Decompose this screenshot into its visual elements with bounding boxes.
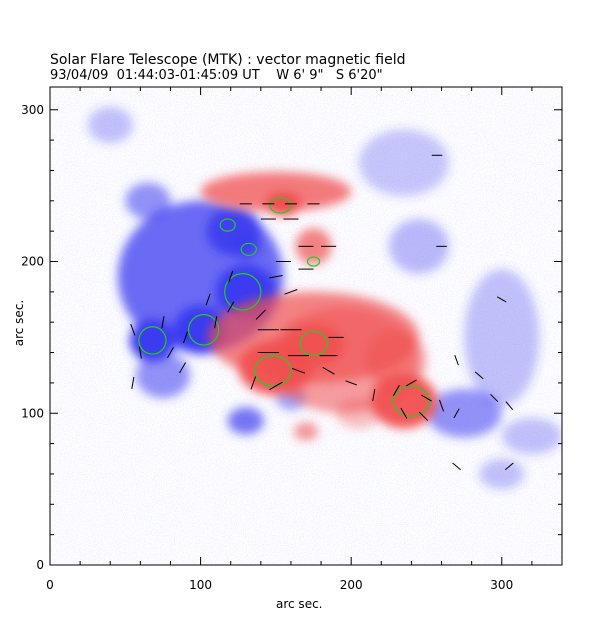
field-vector-42	[454, 354, 459, 366]
y-tick-label: 100	[21, 406, 44, 420]
field-vector-33	[405, 379, 417, 387]
negative-region-13	[501, 417, 562, 455]
x-tick-label: 200	[340, 578, 363, 592]
field-vector-32	[392, 384, 400, 396]
contour-9	[306, 256, 321, 267]
field-vector-39	[474, 371, 484, 380]
field-vector-13	[227, 301, 235, 313]
field-vector-10	[269, 275, 283, 279]
contour-2	[224, 273, 262, 311]
y-tick-label: 0	[36, 558, 44, 572]
positive-region-4	[200, 171, 352, 212]
plot-area	[50, 87, 562, 565]
contour-1	[187, 314, 220, 346]
contour-layer	[138, 197, 431, 417]
field-vector-43	[496, 296, 507, 303]
negative-region-5	[230, 234, 261, 259]
negative-region-15	[358, 129, 450, 197]
field-vector-27	[269, 381, 283, 391]
positive-region-5	[265, 191, 302, 216]
contour-5	[269, 197, 292, 214]
contour-8	[392, 385, 431, 417]
field-vector-21	[131, 376, 135, 389]
positive-region-8	[366, 329, 427, 391]
field-vector-30	[322, 366, 335, 375]
x-tick-label: 100	[189, 578, 212, 592]
field-vector-12	[255, 309, 266, 320]
negative-region-16	[479, 458, 525, 490]
field-vector-11	[284, 289, 298, 295]
negative-region-12	[464, 269, 540, 406]
negative-region-14	[87, 106, 133, 144]
field-vector-29	[291, 367, 306, 374]
positive-region-9	[336, 398, 382, 429]
x-tick-label: 0	[46, 578, 54, 592]
negative-region-8	[227, 407, 264, 435]
contour-6	[254, 354, 292, 387]
field-vector-46	[504, 462, 514, 471]
negative-region-7	[135, 352, 191, 399]
field-vector-31	[372, 388, 376, 402]
negative-region-11	[388, 219, 450, 274]
contour-3	[219, 218, 236, 232]
field-vector-20	[179, 362, 186, 374]
field-vector-40	[490, 393, 499, 403]
field-vector-28	[250, 376, 257, 390]
field-vector-15	[182, 331, 189, 344]
contour-4	[240, 242, 257, 257]
field-vector-41	[505, 401, 514, 411]
x-tick-label: 300	[490, 578, 513, 592]
plot-frame	[49, 86, 563, 566]
field-vector-36	[418, 411, 429, 421]
y-tick-label: 200	[21, 255, 44, 269]
contour-0	[138, 326, 167, 355]
field-vector-35	[400, 407, 408, 419]
field-vector-19	[161, 316, 165, 329]
negative-region-6	[125, 182, 171, 220]
x-axis-label: arc sec.	[276, 597, 323, 611]
field-vector-50	[345, 380, 358, 386]
negative-region-10	[426, 388, 502, 438]
y-tick-label: 300	[21, 103, 44, 117]
field-vector-45	[452, 462, 461, 471]
chart-title: Solar Flare Telescope (MTK) : vector mag…	[50, 52, 406, 68]
axes: 0 100 200 300 0 100 200 300	[21, 87, 562, 592]
field-vector-18	[130, 323, 136, 336]
field-vector-49	[205, 293, 211, 306]
vector-layer	[130, 154, 514, 471]
field-vector-17	[138, 346, 142, 359]
field-vector-37	[438, 399, 445, 412]
field-vector-34	[421, 394, 432, 402]
field-vector-48	[228, 270, 234, 283]
field-vector-38	[453, 408, 460, 419]
field-vector-16	[167, 347, 174, 359]
y-axis-label: arc sec.	[12, 299, 26, 347]
contour-7	[299, 330, 328, 357]
negative-region-3	[129, 319, 175, 362]
positive-region-10	[293, 422, 319, 441]
chart-subtitle: 93/04/09 01:44:03-01:45:09 UT W 6' 9" S …	[50, 68, 383, 83]
field-vector-14	[214, 316, 218, 329]
